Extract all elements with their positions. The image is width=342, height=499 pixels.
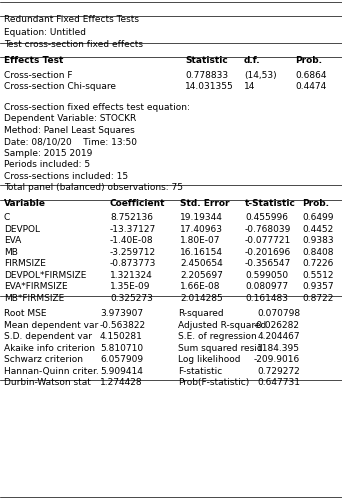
Text: DEVPOL: DEVPOL: [4, 225, 40, 234]
Text: MB: MB: [4, 248, 18, 256]
Text: 3.973907: 3.973907: [100, 309, 143, 318]
Text: Cross-section Chi-square: Cross-section Chi-square: [4, 82, 116, 91]
Text: t-Statistic: t-Statistic: [245, 199, 296, 208]
Text: 0.6499: 0.6499: [302, 213, 333, 222]
Text: Method: Panel Least Squares: Method: Panel Least Squares: [4, 126, 135, 135]
Text: 0.6864: 0.6864: [295, 70, 327, 79]
Text: 0.4474: 0.4474: [295, 82, 326, 91]
Text: Dependent Variable: STOCKR: Dependent Variable: STOCKR: [4, 114, 136, 123]
Text: 1.321324: 1.321324: [110, 270, 153, 280]
Text: 0.161483: 0.161483: [245, 294, 288, 303]
Text: -0.768039: -0.768039: [245, 225, 291, 234]
Text: 0.9357: 0.9357: [302, 282, 334, 291]
Text: -0.563822: -0.563822: [100, 321, 146, 330]
Text: 2.014285: 2.014285: [180, 294, 223, 303]
Text: DEVPOL*FIRMSIZE: DEVPOL*FIRMSIZE: [4, 270, 87, 280]
Text: -0.201696: -0.201696: [245, 248, 291, 256]
Text: Effects Test: Effects Test: [4, 56, 63, 65]
Text: d.f.: d.f.: [244, 56, 261, 65]
Text: C: C: [4, 213, 10, 222]
Text: 14: 14: [244, 82, 255, 91]
Text: Variable: Variable: [4, 199, 46, 208]
Text: Akaike info criterion: Akaike info criterion: [4, 344, 95, 353]
Text: -0.026282: -0.026282: [254, 321, 300, 330]
Text: -209.9016: -209.9016: [254, 355, 300, 364]
Text: 0.7226: 0.7226: [302, 259, 333, 268]
Text: Durbin-Watson stat: Durbin-Watson stat: [4, 378, 91, 387]
Text: Periods included: 5: Periods included: 5: [4, 160, 90, 169]
Text: Schwarz criterion: Schwarz criterion: [4, 355, 83, 364]
Text: Coefficient: Coefficient: [110, 199, 166, 208]
Text: 0.455996: 0.455996: [245, 213, 288, 222]
Text: 0.599050: 0.599050: [245, 270, 288, 280]
Text: Date: 08/10/20    Time: 13:50: Date: 08/10/20 Time: 13:50: [4, 137, 137, 146]
Text: -0.873773: -0.873773: [110, 259, 156, 268]
Text: FIRMSIZE: FIRMSIZE: [4, 259, 46, 268]
Text: 5.909414: 5.909414: [100, 367, 143, 376]
Text: Adjusted R-squared: Adjusted R-squared: [178, 321, 266, 330]
Text: Prob.: Prob.: [295, 56, 322, 65]
Text: 14.031355: 14.031355: [185, 82, 234, 91]
Text: Hannan-Quinn criter.: Hannan-Quinn criter.: [4, 367, 99, 376]
Text: 0.8408: 0.8408: [302, 248, 333, 256]
Text: S.E. of regression: S.E. of regression: [178, 332, 257, 341]
Text: EVA: EVA: [4, 236, 21, 245]
Text: -3.259712: -3.259712: [110, 248, 156, 256]
Text: 0.5512: 0.5512: [302, 270, 333, 280]
Text: S.D. dependent var: S.D. dependent var: [4, 332, 92, 341]
Text: 1.80E-07: 1.80E-07: [180, 236, 221, 245]
Text: Prob.: Prob.: [302, 199, 329, 208]
Text: 2.205697: 2.205697: [180, 270, 223, 280]
Text: Cross-section F: Cross-section F: [4, 70, 73, 79]
Text: Sum squared resid: Sum squared resid: [178, 344, 263, 353]
Text: EVA*FIRMSIZE: EVA*FIRMSIZE: [4, 282, 68, 291]
Text: 1.274428: 1.274428: [100, 378, 143, 387]
Text: 4.204467: 4.204467: [258, 332, 300, 341]
Text: Statistic: Statistic: [185, 56, 228, 65]
Text: 1.66E-08: 1.66E-08: [180, 282, 221, 291]
Text: Test cross-section fixed effects: Test cross-section fixed effects: [4, 39, 143, 48]
Text: 0.070798: 0.070798: [257, 309, 300, 318]
Text: 0.729272: 0.729272: [257, 367, 300, 376]
Text: 0.325273: 0.325273: [110, 294, 153, 303]
Text: 2.450654: 2.450654: [180, 259, 223, 268]
Text: Prob(F-statistic): Prob(F-statistic): [178, 378, 249, 387]
Text: 17.40963: 17.40963: [180, 225, 223, 234]
Text: -0.356547: -0.356547: [245, 259, 291, 268]
Text: 1.35E-09: 1.35E-09: [110, 282, 150, 291]
Text: MB*FIRMSIZE: MB*FIRMSIZE: [4, 294, 64, 303]
Text: -13.37127: -13.37127: [110, 225, 156, 234]
Text: 0.778833: 0.778833: [185, 70, 228, 79]
Text: 6.057909: 6.057909: [100, 355, 143, 364]
Text: Log likelihood: Log likelihood: [178, 355, 240, 364]
Text: -1.40E-08: -1.40E-08: [110, 236, 154, 245]
Text: R-squared: R-squared: [178, 309, 224, 318]
Text: Root MSE: Root MSE: [4, 309, 47, 318]
Text: Cross-sections included: 15: Cross-sections included: 15: [4, 172, 128, 181]
Text: (14,53): (14,53): [244, 70, 277, 79]
Text: Mean dependent var: Mean dependent var: [4, 321, 98, 330]
Text: 0.647731: 0.647731: [257, 378, 300, 387]
Text: 0.4452: 0.4452: [302, 225, 333, 234]
Text: Equation: Untitled: Equation: Untitled: [4, 28, 86, 37]
Text: 5.810710: 5.810710: [100, 344, 143, 353]
Text: Std. Error: Std. Error: [180, 199, 229, 208]
Text: 0.8722: 0.8722: [302, 294, 333, 303]
Text: 4.150281: 4.150281: [100, 332, 143, 341]
Text: Sample: 2015 2019: Sample: 2015 2019: [4, 149, 92, 158]
Text: Redundant Fixed Effects Tests: Redundant Fixed Effects Tests: [4, 14, 139, 23]
Text: 1184.395: 1184.395: [257, 344, 300, 353]
Text: 0.9383: 0.9383: [302, 236, 334, 245]
Text: 0.080977: 0.080977: [245, 282, 288, 291]
Text: 8.752136: 8.752136: [110, 213, 153, 222]
Text: 16.16154: 16.16154: [180, 248, 223, 256]
Text: F-statistic: F-statistic: [178, 367, 222, 376]
Text: 19.19344: 19.19344: [180, 213, 223, 222]
Text: Total panel (balanced) observations: 75: Total panel (balanced) observations: 75: [4, 183, 183, 192]
Text: -0.077721: -0.077721: [245, 236, 291, 245]
Text: Cross-section fixed effects test equation:: Cross-section fixed effects test equatio…: [4, 103, 190, 112]
